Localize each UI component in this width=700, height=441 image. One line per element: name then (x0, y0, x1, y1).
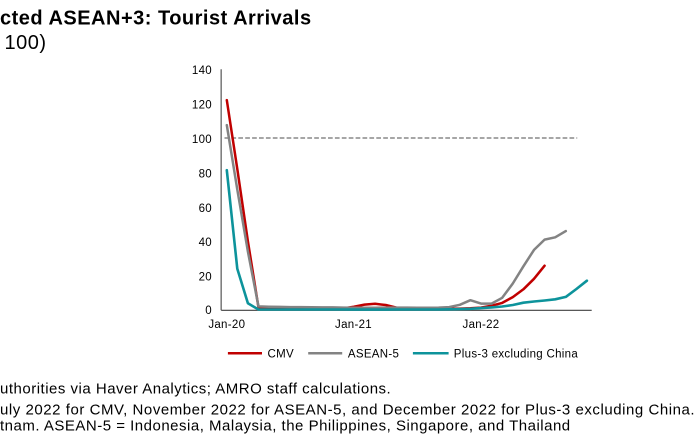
svg-text:Jan-21: Jan-21 (335, 319, 372, 331)
svg-text:80: 80 (199, 168, 212, 180)
svg-text:60: 60 (199, 203, 212, 215)
svg-text:Plus-3 excluding China: Plus-3 excluding China (454, 348, 579, 360)
svg-text:tnam. ASEAN-5 = Indonesia, Mal: tnam. ASEAN-5 = Indonesia, Malaysia, the… (0, 418, 571, 435)
svg-text:120: 120 (192, 100, 212, 112)
svg-text:100): 100) (5, 32, 47, 54)
svg-text:Jan-20: Jan-20 (208, 319, 245, 331)
svg-text:cted ASEAN+3: Tourist Arrivals: cted ASEAN+3: Tourist Arrivals (0, 7, 312, 29)
svg-text:ASEAN-5: ASEAN-5 (348, 348, 399, 360)
svg-text:Jan-22: Jan-22 (463, 319, 500, 331)
svg-text:20: 20 (199, 272, 212, 284)
svg-text:uthorities via Haver Analytics: uthorities via Haver Analytics; AMRO sta… (0, 381, 391, 398)
svg-text:100: 100 (192, 134, 212, 146)
svg-text:140: 140 (192, 65, 212, 77)
svg-text:40: 40 (199, 237, 212, 249)
svg-text:CMV: CMV (268, 348, 294, 360)
svg-text:0: 0 (205, 305, 212, 317)
svg-text:uly 2022 for CMV, November 202: uly 2022 for CMV, November 2022 for ASEA… (0, 401, 695, 418)
